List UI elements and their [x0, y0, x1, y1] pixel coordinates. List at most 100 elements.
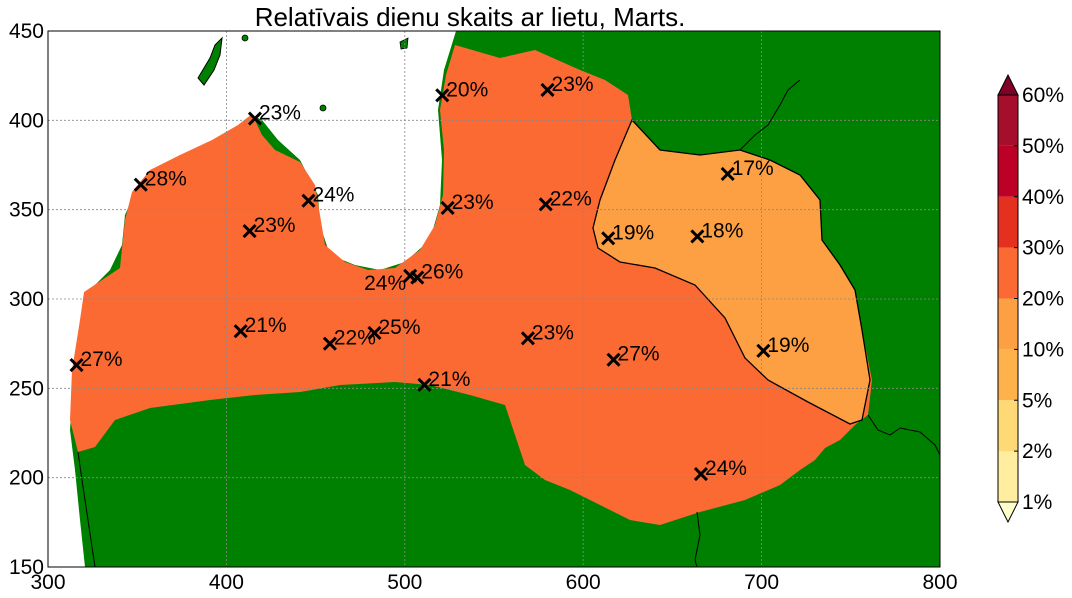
- station-marker: 23%: [440, 191, 494, 215]
- border-line: [77, 451, 96, 567]
- station-marker: 22%: [322, 327, 376, 351]
- station-cross: [247, 111, 263, 126]
- y-tick-label: 450: [9, 20, 44, 43]
- colorbar-label: 20%: [1022, 288, 1064, 311]
- station-marker: 27%: [69, 348, 123, 373]
- station-label: 17%: [732, 157, 774, 180]
- colorbar-segment: [998, 196, 1018, 248]
- station-marker: 21%: [233, 314, 287, 339]
- station-cross: [440, 200, 455, 215]
- station-marker: 24%: [301, 184, 354, 208]
- colorbar-segment: [998, 95, 1018, 146]
- x-tick-label: 500: [387, 571, 422, 594]
- station-label: 23%: [254, 214, 296, 237]
- station-label: 19%: [612, 221, 654, 244]
- x-tick-label: 800: [922, 571, 957, 594]
- axis-ticks: 300 400 500 600 700 800 150 200 250 300 350 400 450: [9, 20, 958, 594]
- station-cross: [720, 166, 735, 181]
- colorbar-label: 40%: [1022, 186, 1064, 209]
- station-marker: 22%: [538, 187, 592, 212]
- station-marker: 23%: [540, 73, 594, 98]
- station-cross: [301, 193, 316, 208]
- station-marker: 20%: [435, 78, 488, 103]
- y-tick-label: 300: [9, 288, 44, 311]
- colorbar-segment: [998, 145, 1018, 197]
- stations: 27%28%21%23%23%24%22% 25%24% 26%21%20%23%2…: [69, 73, 809, 482]
- colorbar-extend-min: [997, 501, 1019, 524]
- station-cross: [693, 467, 709, 482]
- colorbar-segment: [998, 451, 1018, 502]
- station-cross: [367, 325, 382, 341]
- y-tick-label: 400: [9, 109, 44, 132]
- station-cross: [756, 343, 771, 358]
- island-small: [399, 37, 409, 50]
- zone-10-20: [592, 118, 871, 425]
- station-marker: 19%: [601, 221, 654, 246]
- colorbar-extend-max: [997, 73, 1019, 96]
- station-cross: [69, 358, 84, 373]
- station-cross: [520, 331, 535, 346]
- station-marker: 25%: [367, 316, 421, 341]
- station-label: 23%: [452, 191, 494, 214]
- station-label: 23%: [259, 102, 301, 125]
- map-title: Relatīvais dienu skaits ar lietu, Marts.: [254, 2, 686, 32]
- y-tick-label: 350: [9, 199, 44, 222]
- border-line: [694, 511, 701, 567]
- station-cross: [690, 229, 705, 244]
- station-marker: 19%: [756, 334, 809, 358]
- colorbar: 1% 2% 5% 10% 20% 30% 40% 50% 60%: [997, 73, 1064, 524]
- y-tick-label: 250: [9, 377, 44, 400]
- station-label: 20%: [446, 78, 488, 101]
- station-cross: [417, 377, 432, 392]
- y-tick-label: 200: [9, 467, 44, 490]
- station-label: 18%: [701, 219, 743, 242]
- station-label: 23%: [532, 321, 574, 344]
- station-marker: 21%: [417, 368, 470, 392]
- station-cross: [435, 88, 450, 103]
- station-label: 27%: [81, 348, 123, 371]
- station-marker: 28%: [133, 168, 187, 192]
- colorbar-label: 30%: [1022, 237, 1064, 260]
- station-label: 28%: [145, 168, 187, 191]
- x-tick-label: 700: [744, 571, 779, 594]
- station-label: 21%: [245, 314, 287, 337]
- baltic-sea: [48, 31, 456, 567]
- island-small: [241, 34, 249, 42]
- colorbar-label: 2%: [1022, 440, 1052, 463]
- station-marker: 26%: [410, 261, 463, 285]
- colorbar-label: 5%: [1022, 389, 1052, 412]
- station-marker: 17%: [720, 157, 774, 181]
- station-cross: [606, 352, 621, 367]
- station-cross: [403, 268, 418, 283]
- station-cross: [601, 231, 616, 246]
- station-marker: 23%: [242, 214, 296, 239]
- x-tick-label: 600: [566, 571, 601, 594]
- station-marker: 23%: [520, 321, 574, 346]
- station-label: 24%: [312, 184, 354, 207]
- colorbar-label: 1%: [1022, 491, 1052, 514]
- island-small: [319, 104, 327, 112]
- plot-frame: [47, 30, 941, 568]
- station-label: 26%: [421, 261, 463, 284]
- grid: [48, 31, 940, 567]
- station-label: 27%: [618, 343, 660, 366]
- station-marker: 23%: [247, 102, 301, 126]
- station-label: 21%: [428, 368, 470, 391]
- station-label: 19%: [767, 334, 809, 357]
- station-marker: 24%: [693, 457, 747, 482]
- station-cross: [242, 224, 257, 239]
- station-cross: [538, 197, 553, 212]
- border-line: [867, 414, 940, 456]
- colorbar-label: 50%: [1022, 135, 1064, 158]
- colorbar-label: 60%: [1022, 84, 1064, 107]
- y-tick-label: 150: [9, 556, 44, 579]
- colorbar-segment: [998, 400, 1018, 452]
- station-marker: 27%: [606, 343, 660, 367]
- station-label: 22%: [334, 327, 376, 350]
- station-cross: [322, 336, 337, 351]
- x-tick-label: 300: [30, 571, 65, 594]
- x-tick-label: 400: [209, 571, 244, 594]
- station-label: 24%: [705, 457, 747, 480]
- station-label: 23%: [552, 73, 594, 96]
